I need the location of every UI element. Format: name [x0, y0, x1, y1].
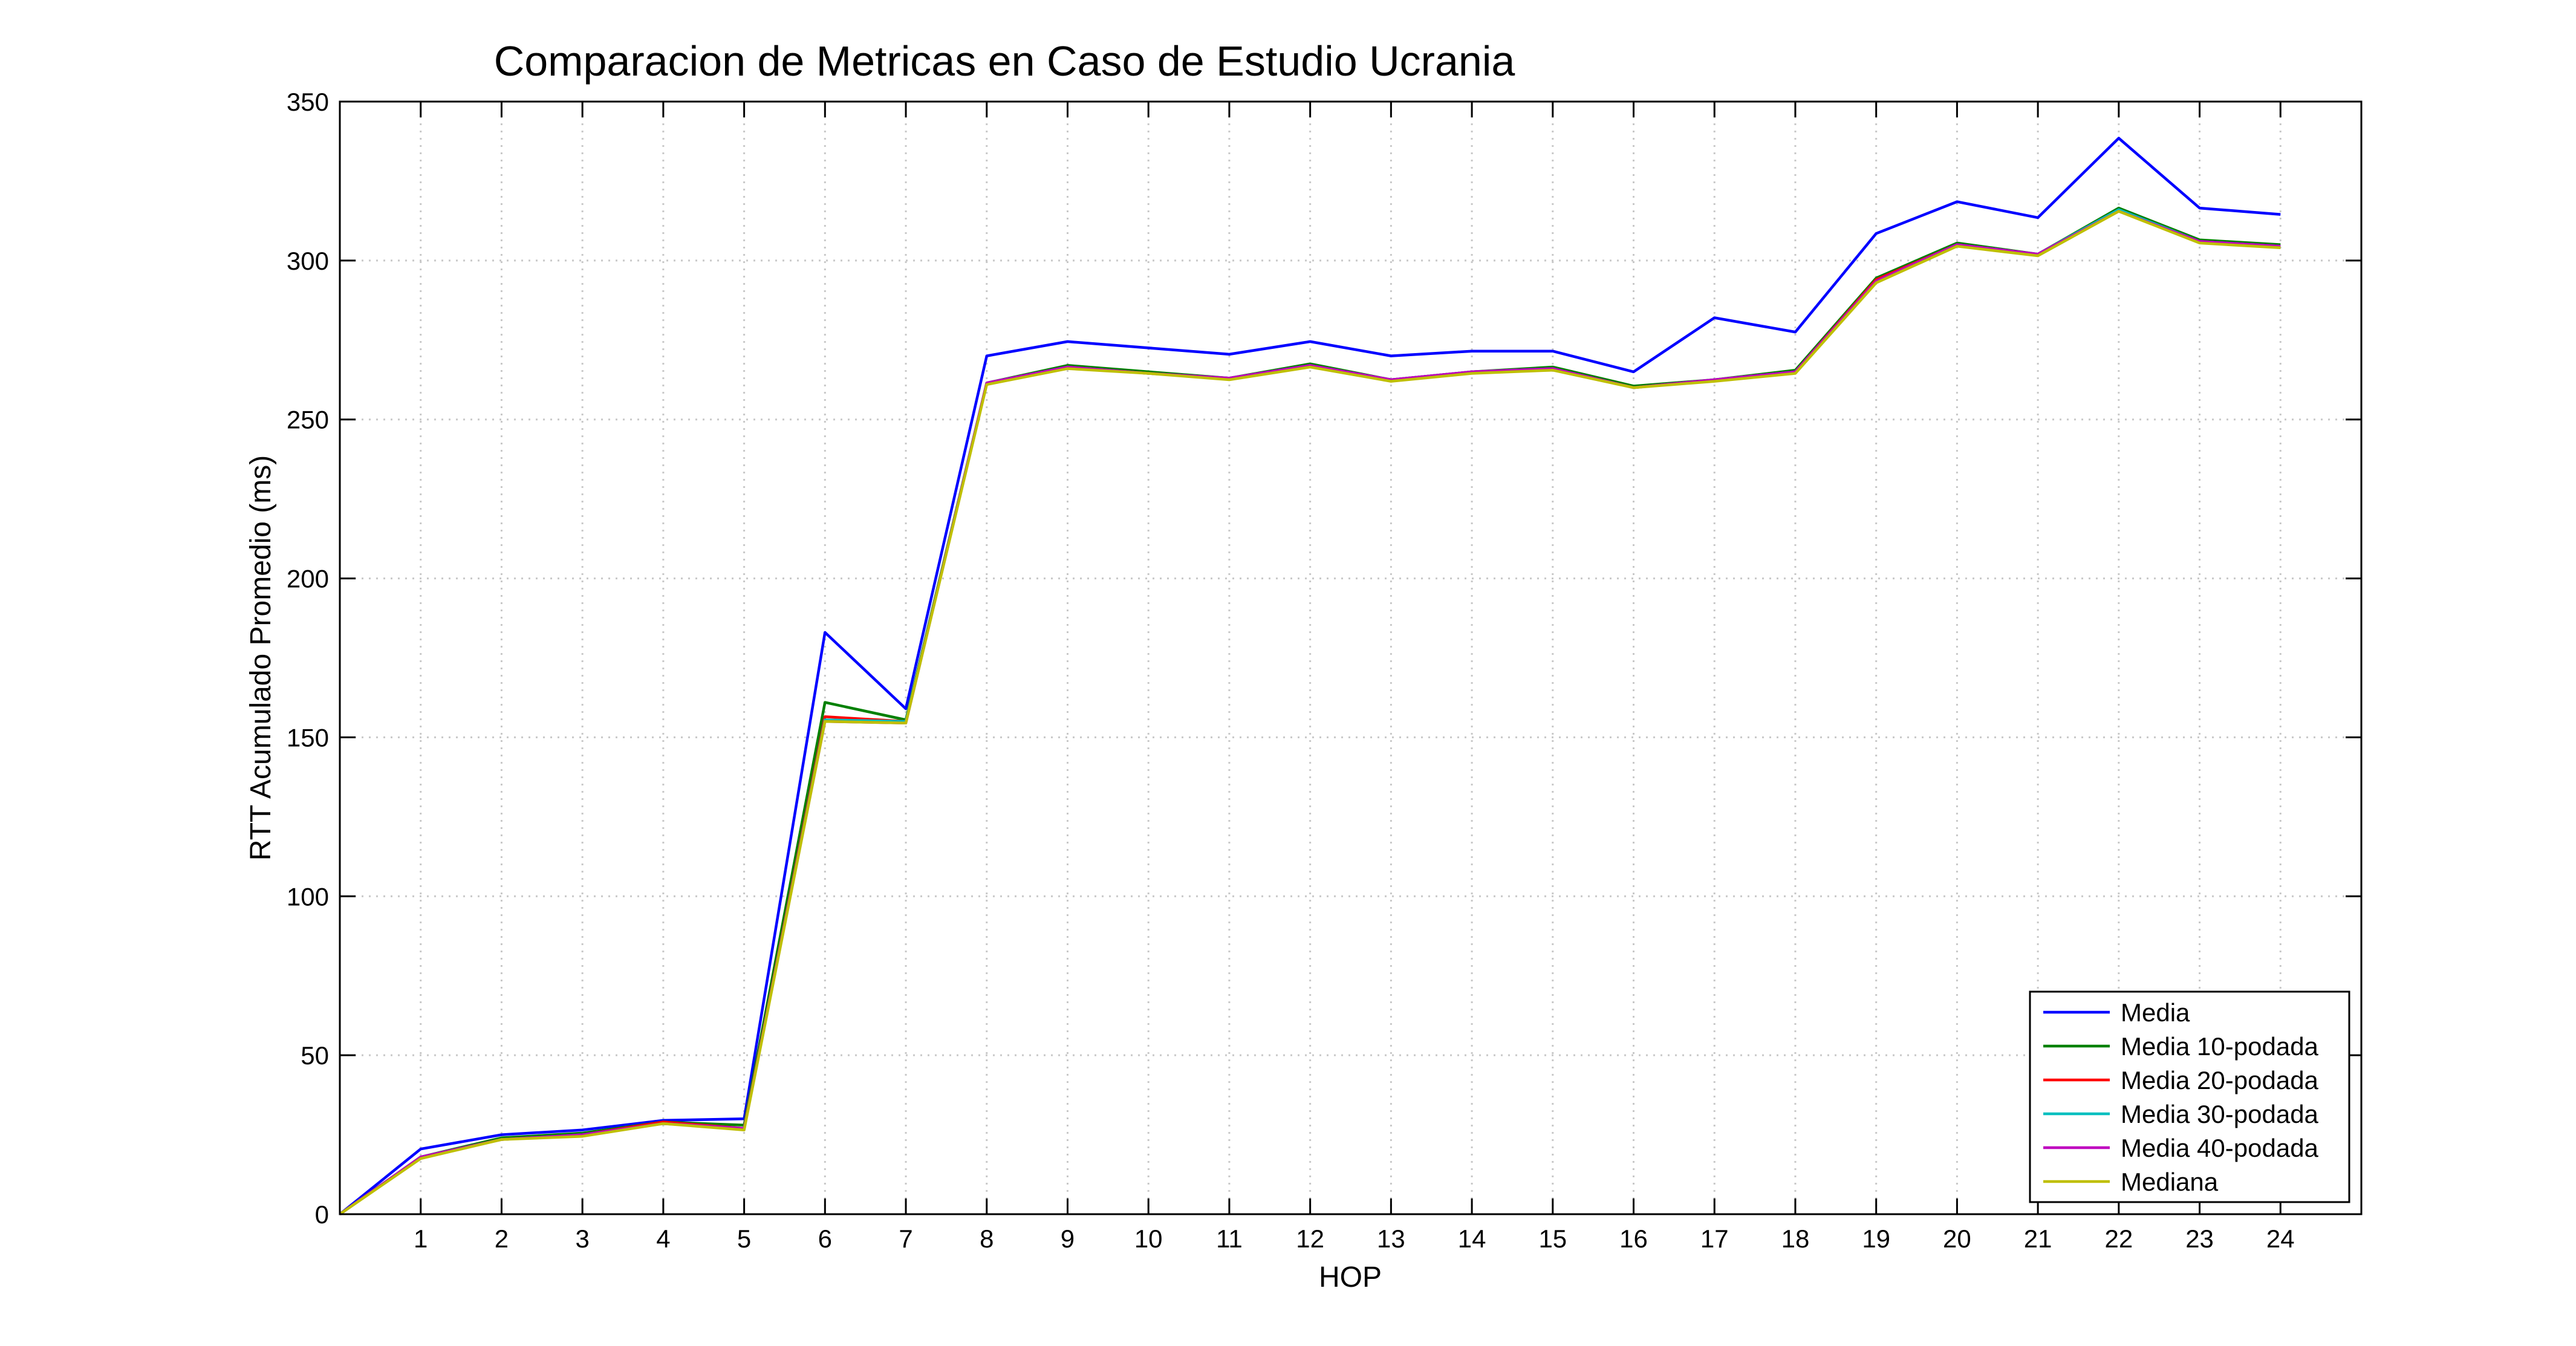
x-tick-label: 16 — [1619, 1224, 1648, 1253]
legend-label: Media 40-podada — [2121, 1134, 2319, 1162]
y-tick-label: 50 — [301, 1041, 329, 1070]
y-tick-label: 100 — [287, 882, 329, 911]
plot-frame — [339, 100, 2363, 1215]
legend: Media Media 10-podada Media 20-podada Media… — [2029, 990, 2350, 1203]
legend-label: Media 10-podada — [2121, 1032, 2319, 1061]
grid — [340, 102, 2361, 1214]
ticks: 1 2 3 4 5 6 7 8 9 10 11 12 13 14 15 16 17 18 19 20 21 22 23 240… — [287, 88, 2361, 1253]
y-axis-label: RTT Acumulado Promedio (ms) — [245, 455, 277, 860]
y-tick-label: 250 — [287, 406, 329, 434]
series-layer — [339, 137, 2281, 1215]
y-tick-label: 200 — [287, 565, 329, 593]
x-tick-label: 15 — [1538, 1224, 1567, 1253]
series-line-1 — [339, 137, 2281, 1215]
x-tick-label: 7 — [899, 1224, 912, 1253]
y-tick-label: 0 — [315, 1200, 329, 1229]
x-tick-label: 24 — [2266, 1224, 2295, 1253]
x-tick-label: 12 — [1296, 1224, 1324, 1253]
chart-title: Comparacion de Metricas en Caso de Estud… — [494, 37, 1515, 85]
x-axis-label: HOP — [1319, 1261, 1382, 1293]
y-tick-label: 350 — [287, 88, 329, 116]
x-tick-label: 4 — [656, 1224, 670, 1253]
series-line-6 — [339, 210, 2281, 1215]
x-tick-label: 5 — [737, 1224, 751, 1253]
x-tick-label: 21 — [2024, 1224, 2052, 1253]
x-tick-label: 20 — [1943, 1224, 1971, 1253]
x-tick-label: 9 — [1061, 1224, 1075, 1253]
x-tick-label: 14 — [1458, 1224, 1486, 1253]
x-tick-label: 8 — [980, 1224, 994, 1253]
x-tick-label: 1 — [414, 1224, 428, 1253]
legend-label: Media 20-podada — [2121, 1066, 2319, 1094]
x-tick-label: 18 — [1781, 1224, 1810, 1253]
x-tick-label: 13 — [1377, 1224, 1405, 1253]
x-tick-label: 17 — [1700, 1224, 1729, 1253]
y-tick-label: 150 — [287, 723, 329, 752]
legend-label: Media — [2121, 998, 2190, 1027]
y-tick-label: 300 — [287, 247, 329, 275]
legend-label: Media 30-podada — [2121, 1100, 2319, 1128]
legend-label: Mediana — [2121, 1168, 2219, 1196]
x-tick-label: 2 — [495, 1224, 509, 1253]
x-tick-label: 10 — [1134, 1224, 1163, 1253]
x-tick-label: 6 — [818, 1224, 832, 1253]
x-tick-label: 23 — [2185, 1224, 2214, 1253]
x-tick-label: 3 — [575, 1224, 589, 1253]
x-tick-label: 22 — [2104, 1224, 2133, 1253]
x-tick-label: 11 — [1216, 1224, 1243, 1253]
x-tick-label: 19 — [1862, 1224, 1890, 1253]
legend-box — [2029, 990, 2350, 1203]
